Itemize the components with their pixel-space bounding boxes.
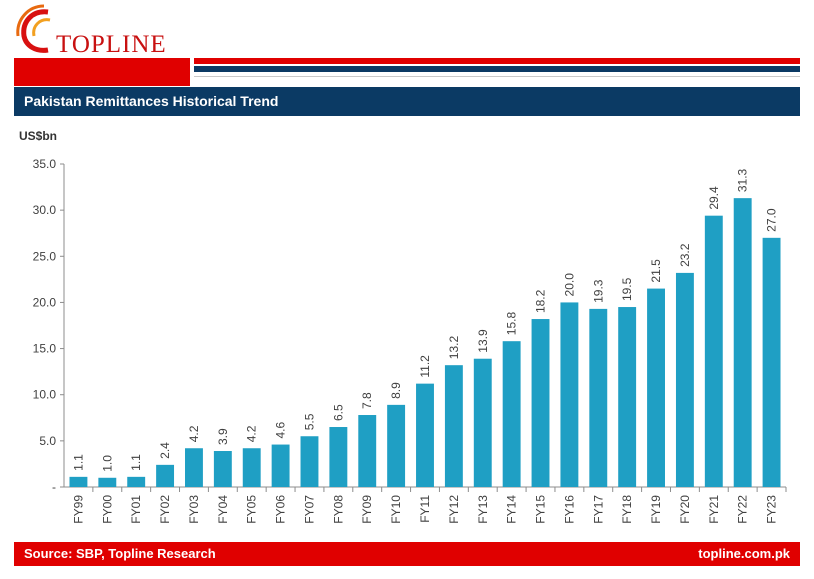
bar (127, 476, 146, 487)
bar (444, 365, 463, 487)
data-label: 15.8 (505, 312, 519, 336)
y-tick-label: 30.0 (33, 203, 57, 217)
x-tick-label: FY17 (591, 495, 605, 524)
data-label: 1.0 (100, 455, 114, 472)
header-stripe-red (194, 58, 800, 64)
y-tick-label: 15.0 (33, 342, 57, 356)
bar (156, 464, 175, 487)
x-tick-label: FY15 (534, 495, 548, 524)
y-tick-label: 5.0 (39, 434, 56, 448)
bar (647, 288, 665, 487)
data-label: 3.9 (216, 428, 230, 445)
bar (502, 341, 521, 487)
x-tick-label: FY22 (736, 495, 750, 524)
x-tick-label: FY21 (707, 495, 721, 524)
header-stripe-rule (194, 76, 800, 77)
header-red-block (14, 58, 190, 86)
data-label: 8.9 (389, 382, 403, 399)
chart-title: Pakistan Remittances Historical Trend (14, 87, 800, 116)
data-label: 11.2 (418, 355, 432, 378)
bar (762, 237, 781, 487)
data-label: 20.0 (562, 273, 576, 297)
source-note: Source: SBP, Topline Research (24, 546, 216, 561)
bar (473, 358, 492, 487)
data-label: 5.5 (302, 413, 316, 430)
bar (185, 448, 203, 487)
bar (329, 427, 348, 487)
data-label: 31.3 (736, 168, 750, 192)
data-label: 6.5 (331, 404, 345, 421)
x-tick-label: FY03 (187, 495, 201, 524)
bar (704, 215, 723, 487)
x-tick-label: FY16 (562, 495, 576, 524)
brand-name: TOPLINE (56, 31, 167, 58)
y-tick-label: 10.0 (33, 388, 57, 402)
x-tick-label: FY10 (389, 495, 403, 524)
x-tick-label: FY14 (505, 495, 519, 524)
x-tick-label: FY19 (649, 495, 663, 524)
topline-logo: TOPLINE (14, 4, 184, 58)
bar (560, 302, 579, 487)
x-tick-label: FY04 (216, 495, 230, 524)
bar (358, 415, 377, 487)
bar (733, 198, 752, 487)
x-tick-label: FY20 (678, 495, 692, 524)
bar (675, 272, 694, 487)
topline-swirl-icon (16, 4, 51, 53)
x-tick-label: FY06 (274, 495, 288, 524)
y-tick-label: 35.0 (33, 157, 57, 171)
bar (271, 444, 290, 487)
data-label: 18.2 (534, 289, 548, 313)
x-tick-label: FY00 (100, 495, 114, 524)
bar (98, 477, 117, 487)
x-tick-label: FY99 (71, 495, 85, 524)
data-label: 4.2 (187, 425, 201, 442)
x-tick-label: FY23 (765, 495, 779, 524)
data-label: 19.3 (591, 279, 605, 303)
data-label: 13.9 (476, 329, 490, 353)
bar (531, 319, 550, 487)
data-label: 13.2 (447, 336, 461, 360)
data-label: 1.1 (129, 454, 143, 471)
data-label: 4.6 (274, 422, 288, 439)
data-label: 27.0 (765, 208, 779, 232)
y-axis-unit-label: US$bn (19, 129, 58, 143)
y-tick-label: - (52, 480, 56, 494)
data-label: 4.2 (245, 425, 259, 442)
bar (589, 308, 608, 487)
data-label: 2.4 (158, 442, 172, 459)
data-label: 29.4 (707, 186, 721, 210)
y-tick-label: 25.0 (33, 249, 57, 263)
x-tick-label: FY11 (418, 495, 432, 523)
header-stripe-navy (194, 66, 800, 72)
bar (387, 404, 406, 487)
data-label: 19.5 (620, 277, 634, 301)
x-tick-label: FY01 (129, 495, 143, 524)
x-tick-label: FY13 (476, 495, 490, 524)
data-label: 7.8 (360, 392, 374, 409)
data-label: 21.5 (649, 259, 663, 283)
bar-chart: - 5.0 10.0 15.0 20.0 25.0 30.0 35.0 1.1 FY99 1.0 FY… (33, 157, 787, 524)
x-tick-label: FY09 (360, 495, 374, 524)
bar (69, 476, 88, 487)
bar (416, 383, 434, 487)
bar (618, 307, 637, 487)
bar (300, 436, 319, 487)
x-tick-label: FY05 (245, 495, 259, 524)
x-tick-label: FY02 (158, 495, 172, 524)
bar (213, 451, 232, 487)
data-label: 1.1 (71, 454, 85, 471)
x-tick-label: FY08 (331, 495, 345, 524)
x-tick-label: FY18 (620, 495, 634, 524)
y-tick-label: 20.0 (33, 295, 57, 309)
x-tick-label: FY12 (447, 495, 461, 524)
x-tick-label: FY07 (302, 495, 316, 524)
data-label: 23.2 (678, 243, 692, 267)
bar (242, 448, 261, 487)
website-link[interactable]: topline.com.pk (698, 546, 790, 561)
footer-bar: Source: SBP, Topline Research topline.co… (14, 542, 800, 566)
